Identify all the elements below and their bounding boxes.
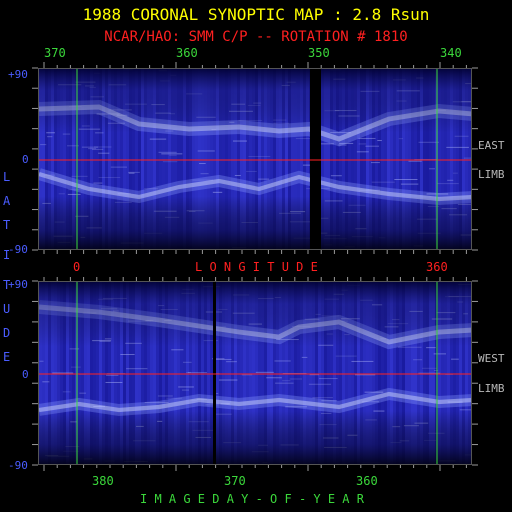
bottom-lat-min-label: -90 <box>8 459 28 472</box>
latitude-letter: U <box>3 302 11 316</box>
latitude-letter: A <box>3 194 11 208</box>
west-limb-map <box>38 281 472 465</box>
map-subtitle: NCAR/HAO: SMM C/P -- ROTATION # 1810 <box>104 29 408 45</box>
top-lat-min-label: -90 <box>8 243 28 256</box>
top-tick-label: 360 <box>176 46 198 60</box>
east-limb-map <box>38 68 472 250</box>
bottom-lat-zero-label: 0 <box>22 368 29 381</box>
bottom-tick-label: 380 <box>92 474 114 488</box>
top-tick-label: 370 <box>44 46 66 60</box>
latitude-letter: T <box>3 218 11 232</box>
map-title: 1988 CORONAL SYNOPTIC MAP : 2.8 Rsun <box>82 5 430 24</box>
latitude-letter: L <box>3 170 11 184</box>
longitude-label: L O N G I T U D E <box>195 260 318 274</box>
east-label: EAST <box>478 139 505 152</box>
top-lat-max-label: +90 <box>8 68 28 81</box>
latitude-letter: I <box>3 248 11 262</box>
latitude-letter: D <box>3 326 11 340</box>
bottom-lat-max-label: +90 <box>8 278 28 291</box>
top-tick-label: 350 <box>308 46 330 60</box>
latitude-letter: E <box>3 350 11 364</box>
limb-label-top: LIMB <box>478 168 505 181</box>
longitude-tick-0: 0 <box>73 260 81 274</box>
longitude-tick-360: 360 <box>426 260 448 274</box>
top-lat-zero-label: 0 <box>22 153 29 166</box>
limb-label-bottom: LIMB <box>478 382 505 395</box>
top-tick-label: 340 <box>440 46 462 60</box>
bottom-tick-label: 370 <box>224 474 246 488</box>
x-axis-label: I M A G E D A Y - O F - Y E A R <box>140 492 364 506</box>
west-label: WEST <box>478 352 505 365</box>
latitude-letter: T <box>3 278 11 292</box>
bottom-tick-label: 360 <box>356 474 378 488</box>
